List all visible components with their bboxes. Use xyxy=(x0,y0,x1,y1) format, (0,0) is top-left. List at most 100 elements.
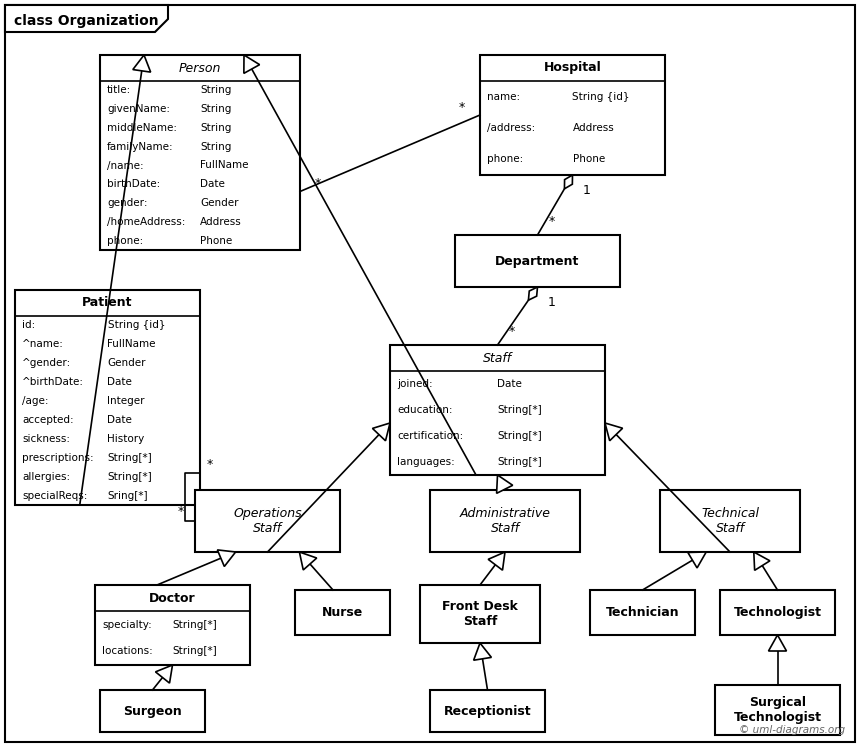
Text: Doctor: Doctor xyxy=(149,592,196,604)
Text: *: * xyxy=(508,324,514,338)
Text: String {id}: String {id} xyxy=(573,92,630,102)
Text: String[*]: String[*] xyxy=(497,405,543,415)
Text: Front Desk
Staff: Front Desk Staff xyxy=(442,600,518,628)
Text: accepted:: accepted: xyxy=(22,415,74,425)
Text: String[*]: String[*] xyxy=(108,453,152,462)
Bar xyxy=(430,490,580,552)
Text: sickness:: sickness: xyxy=(22,434,70,444)
Text: 1: 1 xyxy=(582,185,591,197)
Text: Date: Date xyxy=(200,179,224,189)
Text: *: * xyxy=(549,214,555,228)
Polygon shape xyxy=(688,552,706,568)
Bar xyxy=(100,55,300,250)
Text: Phone: Phone xyxy=(573,155,605,164)
Polygon shape xyxy=(244,55,260,73)
Text: Administrative
Staff: Administrative Staff xyxy=(459,507,550,535)
Text: String[*]: String[*] xyxy=(108,471,152,482)
Text: phone:: phone: xyxy=(107,235,144,246)
Text: familyName:: familyName: xyxy=(107,142,174,152)
Text: title:: title: xyxy=(107,85,132,96)
Bar xyxy=(295,590,390,635)
Text: class Organization: class Organization xyxy=(14,14,158,28)
Polygon shape xyxy=(488,552,505,570)
Text: FullName: FullName xyxy=(108,339,156,350)
Bar xyxy=(715,685,840,735)
Text: name:: name: xyxy=(487,92,520,102)
Polygon shape xyxy=(474,643,491,660)
Text: Address: Address xyxy=(573,123,614,133)
Text: phone:: phone: xyxy=(487,155,523,164)
Text: String: String xyxy=(200,85,231,96)
Text: Phone: Phone xyxy=(200,235,232,246)
Text: specialty:: specialty: xyxy=(102,619,151,630)
Text: /address:: /address: xyxy=(487,123,535,133)
Bar xyxy=(195,490,340,552)
Text: Gender: Gender xyxy=(108,359,146,368)
Text: *: * xyxy=(178,504,184,518)
Text: certification:: certification: xyxy=(397,431,464,441)
Text: givenName:: givenName: xyxy=(107,104,170,114)
Text: Surgical
Technologist: Surgical Technologist xyxy=(734,696,821,724)
Text: Hospital: Hospital xyxy=(544,61,601,75)
Text: String[*]: String[*] xyxy=(173,619,218,630)
Text: Integer: Integer xyxy=(108,396,145,406)
Text: Department: Department xyxy=(495,255,580,267)
Text: Staff: Staff xyxy=(483,352,512,365)
Text: /homeAddress:: /homeAddress: xyxy=(107,217,186,227)
Text: locations:: locations: xyxy=(102,646,153,657)
Text: Operations
Staff: Operations Staff xyxy=(233,507,302,535)
Bar xyxy=(455,235,620,287)
Text: ^gender:: ^gender: xyxy=(22,359,71,368)
Text: birthDate:: birthDate: xyxy=(107,179,160,189)
Polygon shape xyxy=(132,55,150,72)
Text: /age:: /age: xyxy=(22,396,48,406)
Text: *: * xyxy=(459,101,465,114)
Text: Gender: Gender xyxy=(200,198,238,208)
Text: Date: Date xyxy=(108,377,132,387)
Polygon shape xyxy=(564,175,573,189)
Bar xyxy=(15,290,200,505)
Text: Technical
Staff: Technical Staff xyxy=(701,507,759,535)
Polygon shape xyxy=(605,423,623,441)
Text: id:: id: xyxy=(22,320,35,330)
Text: /name:: /name: xyxy=(107,161,144,170)
Text: education:: education: xyxy=(397,405,452,415)
Text: Technologist: Technologist xyxy=(734,606,821,619)
Text: Receptionist: Receptionist xyxy=(444,704,531,718)
Text: String[*]: String[*] xyxy=(173,646,218,657)
Text: ^name:: ^name: xyxy=(22,339,64,350)
Text: languages:: languages: xyxy=(397,457,455,467)
Bar xyxy=(660,490,800,552)
Polygon shape xyxy=(5,5,168,32)
Text: Sring[*]: Sring[*] xyxy=(108,491,148,500)
Bar xyxy=(430,690,545,732)
Text: middleName:: middleName: xyxy=(107,123,177,133)
Polygon shape xyxy=(299,552,316,570)
Bar xyxy=(590,590,695,635)
Text: gender:: gender: xyxy=(107,198,148,208)
Text: allergies:: allergies: xyxy=(22,471,71,482)
Bar xyxy=(390,345,605,475)
Text: joined:: joined: xyxy=(397,379,433,389)
Text: History: History xyxy=(108,434,144,444)
Polygon shape xyxy=(218,550,236,566)
Bar xyxy=(95,585,250,665)
Text: 1: 1 xyxy=(548,297,556,309)
Text: String: String xyxy=(200,142,231,152)
Text: Nurse: Nurse xyxy=(322,606,363,619)
Bar xyxy=(420,585,540,643)
Text: FullName: FullName xyxy=(200,161,249,170)
Text: *: * xyxy=(315,177,321,190)
Text: ^birthDate:: ^birthDate: xyxy=(22,377,84,387)
Polygon shape xyxy=(528,287,538,300)
Bar xyxy=(720,590,835,635)
Polygon shape xyxy=(372,423,390,441)
Text: String: String xyxy=(200,123,231,133)
Text: *: * xyxy=(207,458,213,471)
Text: © uml-diagrams.org: © uml-diagrams.org xyxy=(739,725,845,735)
Text: Patient: Patient xyxy=(83,297,132,309)
Text: Person: Person xyxy=(179,61,221,75)
Polygon shape xyxy=(769,635,787,651)
Polygon shape xyxy=(754,552,770,571)
Text: prescriptions:: prescriptions: xyxy=(22,453,94,462)
